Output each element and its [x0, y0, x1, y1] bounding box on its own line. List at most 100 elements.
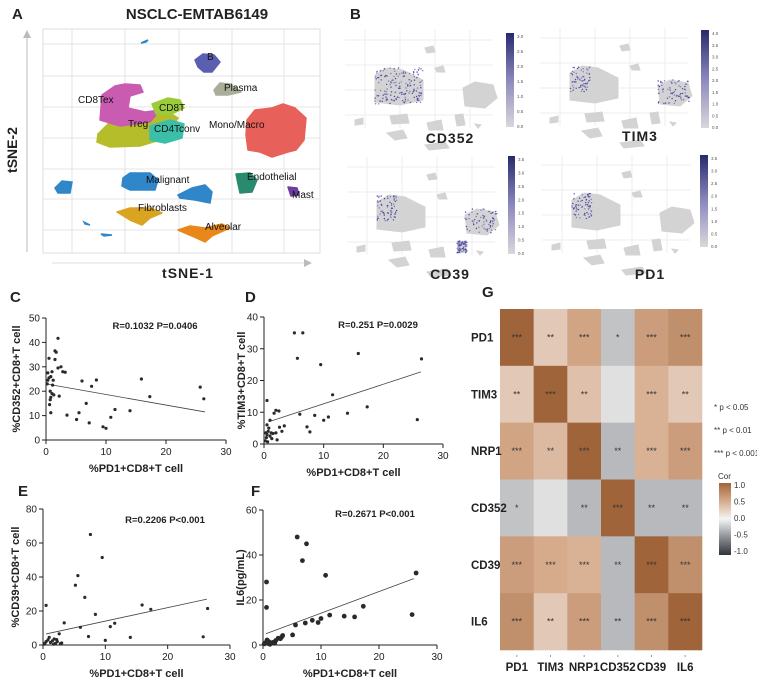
data-point — [271, 431, 275, 436]
expressing-cell — [390, 91, 393, 93]
data-point — [305, 425, 309, 429]
expressing-cell — [583, 196, 585, 199]
colorbar-tick: 0.0 — [518, 251, 525, 256]
expressing-cell — [575, 87, 577, 89]
expressing-cell — [379, 100, 381, 102]
heatmap-cell — [668, 309, 703, 367]
expressing-cell — [495, 210, 497, 213]
heatmap-cell — [634, 593, 669, 651]
expressing-cell — [418, 92, 420, 94]
data-point — [282, 424, 286, 428]
expressing-cell — [483, 221, 485, 223]
row-label: TIM3 — [471, 389, 497, 401]
expressing-cell — [411, 92, 413, 94]
cluster-label: Fibroblasts — [138, 203, 187, 214]
data-point — [419, 357, 424, 361]
y-tick-label: 30 — [29, 362, 41, 373]
expressing-cell — [471, 208, 474, 210]
cell-cluster — [434, 65, 446, 73]
x-axis-label: %PD1+CD8+T cell — [89, 668, 183, 680]
expressing-cell — [580, 200, 582, 202]
expressing-cell — [573, 193, 575, 195]
expressing-cell — [588, 207, 590, 210]
data-point — [409, 612, 415, 617]
data-point — [87, 421, 91, 425]
expressing-cell — [391, 82, 393, 84]
expressing-cell — [680, 99, 683, 101]
expressing-cell — [584, 208, 586, 210]
expressing-cell — [478, 231, 480, 233]
expressing-cell — [419, 81, 421, 83]
significance-stars: *** — [545, 560, 556, 570]
heatmap-cell — [601, 536, 635, 594]
expressing-cell — [420, 94, 422, 97]
expressing-cell — [687, 97, 689, 99]
tsne-title: NSCLC-EMTAB6149 — [126, 6, 268, 23]
y-tick-label: 0 — [34, 436, 40, 447]
data-point — [113, 407, 117, 412]
expressing-cell — [407, 84, 409, 86]
expressing-cell — [486, 228, 488, 230]
expressing-cell — [586, 204, 589, 206]
expressing-cell — [586, 211, 588, 214]
data-point — [264, 605, 269, 610]
expressing-cell — [474, 219, 476, 221]
expressing-cell — [468, 214, 470, 216]
expressing-cell — [458, 249, 460, 251]
expressing-cell — [456, 247, 458, 249]
data-point — [94, 378, 98, 382]
expressing-cell — [393, 75, 395, 78]
data-point — [301, 331, 305, 335]
significance-stars: *** — [579, 560, 590, 570]
cluster-label: Mast — [292, 190, 314, 201]
data-point — [49, 395, 53, 399]
col-label: TIM3 — [537, 662, 563, 674]
scatter-il6-vs-pd1: 0 10 20 30 0 20 40 60 R=0.2671 P<0.001 %PD1+CD8+T… — [235, 506, 443, 681]
cell-cluster — [584, 111, 605, 123]
expressing-cell — [409, 84, 412, 87]
expressing-cell — [490, 212, 492, 215]
feature-name: CD39 — [430, 266, 470, 282]
data-point — [268, 434, 272, 438]
significance-stars: *** — [613, 503, 624, 513]
cell-cluster — [391, 240, 412, 252]
expressing-cell — [459, 249, 461, 252]
data-point — [101, 425, 105, 429]
colorbar-tick: 3.0 — [518, 170, 525, 175]
expressing-cell — [459, 240, 461, 242]
expressing-cell — [374, 89, 376, 91]
expressing-cell — [395, 73, 398, 75]
significance-stars: *** — [512, 560, 523, 570]
expressing-cell — [376, 95, 378, 97]
x-tick-label: 20 — [378, 451, 390, 462]
arrow-head — [304, 259, 312, 267]
expressing-cell — [476, 213, 479, 215]
expressing-cell — [671, 93, 673, 95]
expressing-cell — [393, 199, 395, 201]
expressing-cell — [376, 70, 378, 73]
cell-cluster — [619, 139, 645, 149]
expressing-cell — [389, 67, 391, 69]
data-point — [60, 641, 64, 645]
expression-colorbar — [506, 33, 514, 127]
data-point — [86, 634, 91, 639]
regression-line — [265, 578, 414, 635]
data-point — [315, 620, 321, 625]
expressing-cell — [392, 99, 394, 101]
heatmap-cell — [668, 536, 703, 594]
cell-cluster — [424, 45, 436, 54]
expressing-cell — [400, 81, 402, 83]
panel-label-e: E — [18, 483, 28, 500]
expressing-cell — [378, 207, 380, 209]
expressing-cell — [484, 228, 487, 230]
expressing-cell — [491, 229, 493, 231]
colorbar-tick: 0.0 — [517, 124, 524, 129]
expressing-cell — [586, 68, 588, 70]
cell-cluster — [475, 250, 485, 256]
data-point — [73, 583, 77, 587]
expressing-cell — [483, 215, 485, 217]
expressing-cell — [681, 88, 684, 90]
expressing-cell — [403, 75, 406, 77]
data-point — [292, 331, 296, 335]
cell-cluster — [621, 117, 639, 129]
